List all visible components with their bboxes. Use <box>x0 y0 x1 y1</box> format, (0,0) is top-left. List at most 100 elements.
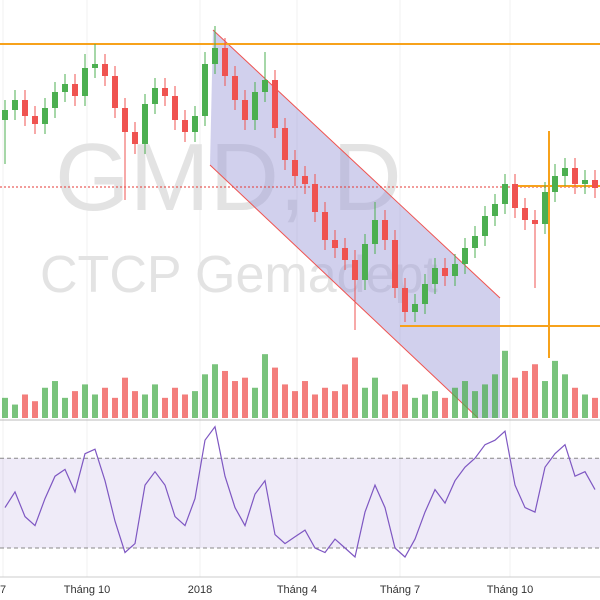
candle-body <box>52 92 58 108</box>
candle-body <box>82 68 88 96</box>
volume-bar <box>362 387 368 418</box>
candle-body <box>252 92 258 120</box>
volume-bar <box>392 391 398 418</box>
volume-bar <box>162 397 168 418</box>
volume-bar <box>532 364 538 418</box>
candle-body <box>462 248 468 264</box>
candle-body <box>302 176 308 184</box>
volume-bar <box>212 364 218 418</box>
candle-body <box>552 176 558 192</box>
candle-body <box>442 268 448 276</box>
candle-body <box>322 212 328 240</box>
candle-body <box>62 84 68 92</box>
candle-body <box>272 80 278 128</box>
volume-bar <box>82 384 88 418</box>
volume-pane <box>2 350 598 418</box>
candles <box>2 26 598 330</box>
candle-body <box>142 104 148 144</box>
candle-body <box>22 100 28 116</box>
volume-bar <box>62 397 68 418</box>
volume-bar <box>312 394 318 418</box>
volume-bar <box>322 387 328 418</box>
volume-bar <box>452 387 458 418</box>
candle-body <box>422 284 428 304</box>
volume-bar <box>232 381 238 418</box>
volume-bar <box>582 394 588 418</box>
candle-body <box>492 204 498 216</box>
volume-bar <box>202 374 208 418</box>
candle-body <box>152 88 158 104</box>
volume-bar <box>432 391 438 418</box>
candle-body <box>172 96 178 120</box>
volume-bar <box>382 394 388 418</box>
candle-body <box>12 100 18 110</box>
candle-body <box>452 264 458 276</box>
grid <box>2 0 511 577</box>
volume-bar <box>472 391 478 418</box>
candle-body <box>132 132 138 144</box>
volume-bar <box>72 391 78 418</box>
volume-bar <box>12 404 18 418</box>
candle-body <box>362 244 368 280</box>
volume-bar <box>112 397 118 418</box>
rsi-pane <box>0 425 600 559</box>
volume-bar <box>332 391 338 418</box>
x-tick-label: 2018 <box>188 584 212 596</box>
candle-body <box>392 240 398 288</box>
volume-bar <box>262 354 268 418</box>
candle-body <box>92 64 98 68</box>
candle-body <box>112 76 118 108</box>
volume-bar <box>402 384 408 418</box>
volume-bar <box>272 367 278 418</box>
volume-bar <box>92 394 98 418</box>
volume-bar <box>592 397 598 418</box>
candle-body <box>562 168 568 176</box>
volume-bar <box>52 381 58 418</box>
candle-body <box>572 168 578 184</box>
x-axis-labels: 7 Tháng 10 2018 Tháng 4 Tháng 7 Tháng 10 <box>0 584 533 596</box>
volume-bar <box>2 397 8 418</box>
volume-bar <box>222 370 228 418</box>
candle-body <box>192 116 198 132</box>
volume-bar <box>302 381 308 418</box>
candle-body <box>482 216 488 236</box>
candle-body <box>312 184 318 212</box>
volume-bar <box>442 397 448 418</box>
volume-bar <box>182 394 188 418</box>
candle-body <box>212 48 218 64</box>
candle-body <box>342 248 348 260</box>
candle-body <box>472 236 478 248</box>
volume-bar <box>22 394 28 418</box>
volume-bar <box>102 387 108 418</box>
volume-bar <box>122 377 128 418</box>
volume-bar <box>422 394 428 418</box>
volume-bar <box>142 394 148 418</box>
rsi-line <box>4 425 596 559</box>
candle-body <box>412 304 418 312</box>
x-tick-label: 7 <box>0 584 6 596</box>
candle-body <box>402 288 408 312</box>
candle-body <box>32 116 38 124</box>
candle-body <box>372 220 378 244</box>
candle-body <box>332 240 338 248</box>
volume-bar <box>372 377 378 418</box>
volume-bar <box>562 374 568 418</box>
candle-body <box>522 208 528 220</box>
volume-bar <box>492 374 498 418</box>
volume-bar <box>342 384 348 418</box>
volume-bar <box>552 360 558 418</box>
candle-body <box>162 88 168 96</box>
candle-body <box>292 160 298 176</box>
candle-body <box>262 80 268 92</box>
candle-body <box>352 260 358 280</box>
candle-body <box>582 180 588 184</box>
rsi-band <box>0 458 600 549</box>
candle-body <box>72 84 78 96</box>
candle-body <box>42 108 48 124</box>
x-tick-label: Tháng 10 <box>487 584 533 596</box>
candle-body <box>122 108 128 132</box>
candle-body <box>282 128 288 160</box>
volume-bar <box>172 387 178 418</box>
volume-bar <box>242 377 248 418</box>
